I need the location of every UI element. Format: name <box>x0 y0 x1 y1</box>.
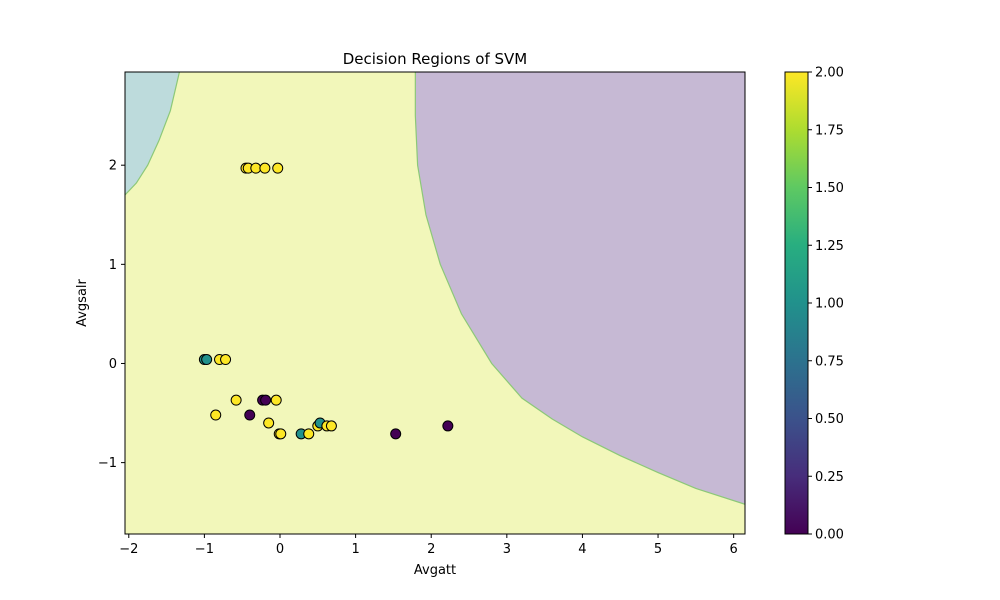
colorbar-gradient <box>784 71 809 535</box>
x-tick-label: −2 <box>119 542 138 557</box>
colorbar-tick-label: 1.00 <box>815 297 844 312</box>
x-tick-label: −1 <box>195 542 214 557</box>
colorbar-tick-label: 1.75 <box>815 123 844 138</box>
y-axis: −1 0 1 2 <box>98 159 125 471</box>
x-tick-label: 0 <box>276 542 284 557</box>
data-point <box>230 394 242 406</box>
plot-area <box>125 72 745 534</box>
data-point <box>275 428 287 440</box>
region-class-1 <box>125 72 180 195</box>
colorbar: 0.00 0.25 0.50 0.75 1.00 1.25 1.50 1.75 2.00 <box>784 66 844 543</box>
x-tick-label: 6 <box>730 542 738 557</box>
x-tick-label: 5 <box>654 542 662 557</box>
colorbar-tick-label: 1.25 <box>815 239 844 254</box>
data-point <box>220 354 232 366</box>
data-point <box>250 162 262 174</box>
x-axis-label: Avgatt <box>414 563 456 578</box>
data-point <box>201 354 213 366</box>
x-axis: −2 −1 0 1 2 3 4 5 6 <box>119 534 738 557</box>
y-tick-label: 1 <box>109 258 117 273</box>
data-point <box>259 162 271 174</box>
data-point <box>244 409 256 421</box>
chart-title: Decision Regions of SVM <box>343 50 528 68</box>
colorbar-tick-label: 0.50 <box>815 412 844 427</box>
data-point <box>263 417 275 429</box>
colorbar-tick-label: 0.25 <box>815 470 844 485</box>
data-point <box>272 162 284 174</box>
colorbar-tick-label: 0.75 <box>815 354 844 369</box>
colorbar-tick-label: 0.00 <box>815 528 844 543</box>
colorbar-tick-label: 1.50 <box>815 181 844 196</box>
x-tick-label: 4 <box>578 542 586 557</box>
data-point <box>270 394 282 406</box>
data-point <box>260 394 272 406</box>
y-tick-label: 2 <box>109 159 117 174</box>
data-point <box>325 420 337 432</box>
y-tick-label: 0 <box>109 357 117 372</box>
data-point <box>210 409 222 421</box>
decision-boundary <box>414 72 745 505</box>
y-tick-label: −1 <box>98 456 117 471</box>
region-class-0 <box>415 72 745 505</box>
data-point <box>390 428 402 440</box>
y-axis-label: Avgsalr <box>75 278 90 326</box>
decision-boundary <box>125 72 181 196</box>
data-point <box>303 428 315 440</box>
x-tick-label: 2 <box>427 542 435 557</box>
colorbar-tick-label: 2.00 <box>815 66 844 81</box>
x-tick-label: 3 <box>503 542 511 557</box>
data-point <box>442 420 454 432</box>
plot-frame <box>124 71 746 535</box>
x-tick-label: 1 <box>351 542 359 557</box>
